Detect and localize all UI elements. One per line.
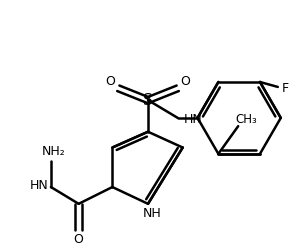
Text: HN: HN — [30, 179, 48, 191]
Text: HN: HN — [184, 113, 203, 126]
Text: O: O — [105, 75, 115, 88]
Text: CH₃: CH₃ — [235, 113, 257, 126]
Text: NH: NH — [142, 207, 161, 220]
Text: S: S — [143, 93, 153, 108]
Text: NH₂: NH₂ — [42, 145, 66, 158]
Text: O: O — [181, 75, 190, 88]
Text: F: F — [282, 82, 289, 95]
Text: O: O — [74, 233, 84, 246]
